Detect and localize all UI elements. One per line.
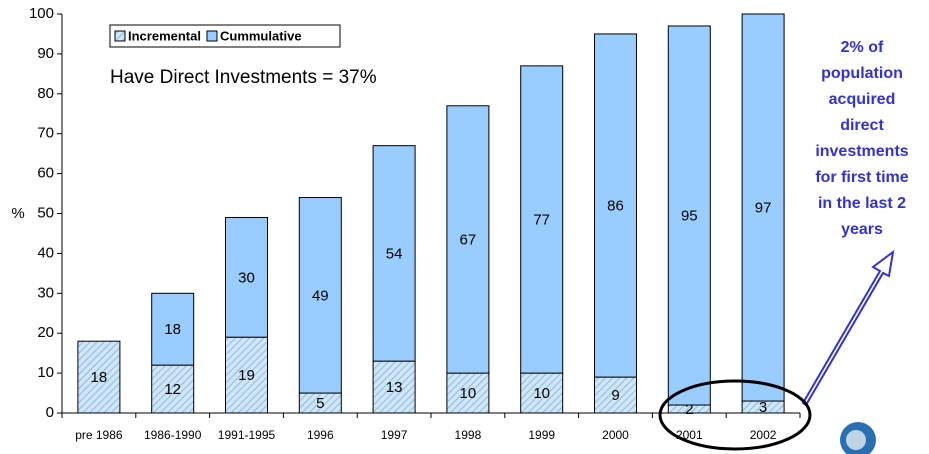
annotation: Have Direct Investments = 37% xyxy=(110,67,377,88)
bar-segment xyxy=(520,372,564,414)
value-label: 97 xyxy=(755,199,772,216)
logo xyxy=(840,422,876,454)
legend-label: Cummulative xyxy=(220,28,302,43)
value-label: 95 xyxy=(681,207,698,224)
x-tick-label: 1996 xyxy=(307,428,334,442)
legend: Incremental Cummulative xyxy=(109,24,341,48)
value-label: 13 xyxy=(386,379,403,396)
value-label: 86 xyxy=(607,197,624,214)
y-tick-label: 20 xyxy=(37,324,54,341)
y-tick-label: 90 xyxy=(37,45,54,62)
value-label: 12 xyxy=(164,381,181,398)
side-note-line: for first time xyxy=(815,169,908,186)
bar-segment xyxy=(77,340,121,414)
arrow xyxy=(801,249,895,407)
bar-segment xyxy=(372,360,416,414)
value-label: 5 xyxy=(316,395,324,412)
value-label: 54 xyxy=(386,245,403,262)
side-note-line: 2% of xyxy=(841,39,884,56)
x-tick-label: 1998 xyxy=(455,428,482,442)
side-note-line: direct xyxy=(840,117,884,134)
value-label: 19 xyxy=(238,367,255,384)
x-tick-label: 1997 xyxy=(381,428,408,442)
side-note-line: population xyxy=(821,65,903,82)
legend-swatch xyxy=(114,30,126,42)
value-label: 49 xyxy=(312,287,329,304)
bar-segment xyxy=(446,372,490,414)
y-tick-label: 100 xyxy=(29,5,54,22)
y-axis-label: % xyxy=(11,205,24,222)
y-tick-label: 60 xyxy=(37,165,54,182)
bar-segment xyxy=(446,105,490,374)
bar-segment xyxy=(741,13,785,402)
legend-swatch xyxy=(206,30,218,42)
x-tick-label: 2001 xyxy=(676,428,703,442)
x-tick-label: 1999 xyxy=(528,428,555,442)
x-tick-label: 2002 xyxy=(750,428,777,442)
x-tick-label: 2000 xyxy=(602,428,629,442)
y-tick-label: 10 xyxy=(37,364,54,381)
side-note: 2% of population acquired direct investments… xyxy=(815,39,908,238)
y-tick-label: 40 xyxy=(37,244,54,261)
bar-segment xyxy=(225,336,268,414)
value-label: 18 xyxy=(164,321,181,338)
y-tick-label: 50 xyxy=(37,204,54,221)
value-label: 10 xyxy=(460,385,477,402)
value-label: 30 xyxy=(238,269,255,286)
value-label: 10 xyxy=(533,385,550,402)
bar-segment xyxy=(225,216,268,338)
x-tick-label: pre 1986 xyxy=(75,428,123,442)
legend-box xyxy=(109,24,341,48)
value-label: 77 xyxy=(533,211,550,228)
y-tick-label: 30 xyxy=(37,284,54,301)
y-tick-label: 0 xyxy=(46,404,54,421)
value-label: 9 xyxy=(611,387,619,404)
bar-segment xyxy=(151,292,195,366)
value-label: 18 xyxy=(91,369,108,386)
y-tick-label: 70 xyxy=(37,125,54,142)
bar-segment xyxy=(151,364,195,414)
y-tick-label: 80 xyxy=(37,85,54,102)
bar-segment xyxy=(667,25,711,406)
highlight xyxy=(658,379,812,451)
bar-segment xyxy=(594,33,637,378)
value-label: 67 xyxy=(460,231,477,248)
value-label: 3 xyxy=(759,399,767,416)
bar-segment xyxy=(372,145,416,362)
x-tick-label: 1991-1995 xyxy=(218,428,276,442)
bar-segment xyxy=(520,65,564,374)
side-note-line: investments xyxy=(815,143,908,160)
side-note-line: years xyxy=(841,221,883,238)
side-note-line: acquired xyxy=(829,91,896,108)
legend-label: Incremental xyxy=(128,28,201,43)
x-tick-label: 1986-1990 xyxy=(144,428,202,442)
bar-segment xyxy=(298,197,342,394)
side-note-line: in the last 2 xyxy=(818,195,906,212)
bar-segment xyxy=(594,376,637,414)
value-label: 2 xyxy=(685,401,693,418)
